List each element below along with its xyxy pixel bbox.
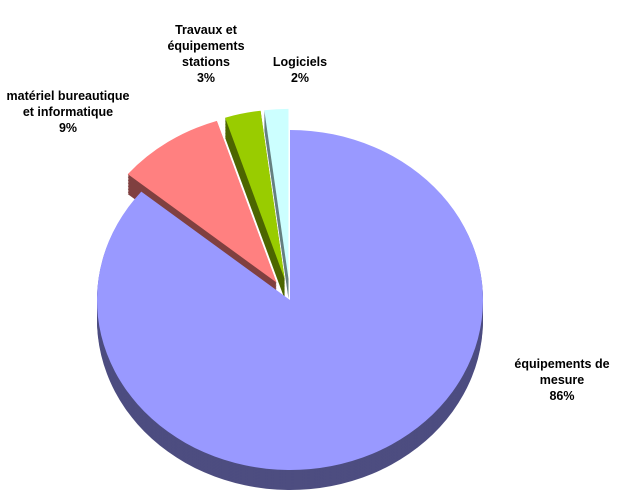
slice [264,108,289,279]
slice [225,110,285,280]
value-label: 3% [196,71,216,85]
category-name: équipements de mesure [514,357,610,387]
value-label: 9% [58,121,78,135]
value-label: 2% [290,71,310,85]
slice-label: équipements de mesure 86% [492,356,621,404]
slice [127,120,277,283]
slice-label: Travaux et équipements stations 3% [151,22,261,86]
value-label: 86% [549,389,575,403]
category-name: Travaux et équipements stations [167,23,245,69]
category-name: matériel bureautique et informatique [6,89,130,119]
slice-label: matériel bureautique et informatique 9% [6,88,131,136]
category-name: Logiciels [272,55,328,69]
slice [96,130,483,470]
slice-label: Logiciels 2% [260,54,340,86]
